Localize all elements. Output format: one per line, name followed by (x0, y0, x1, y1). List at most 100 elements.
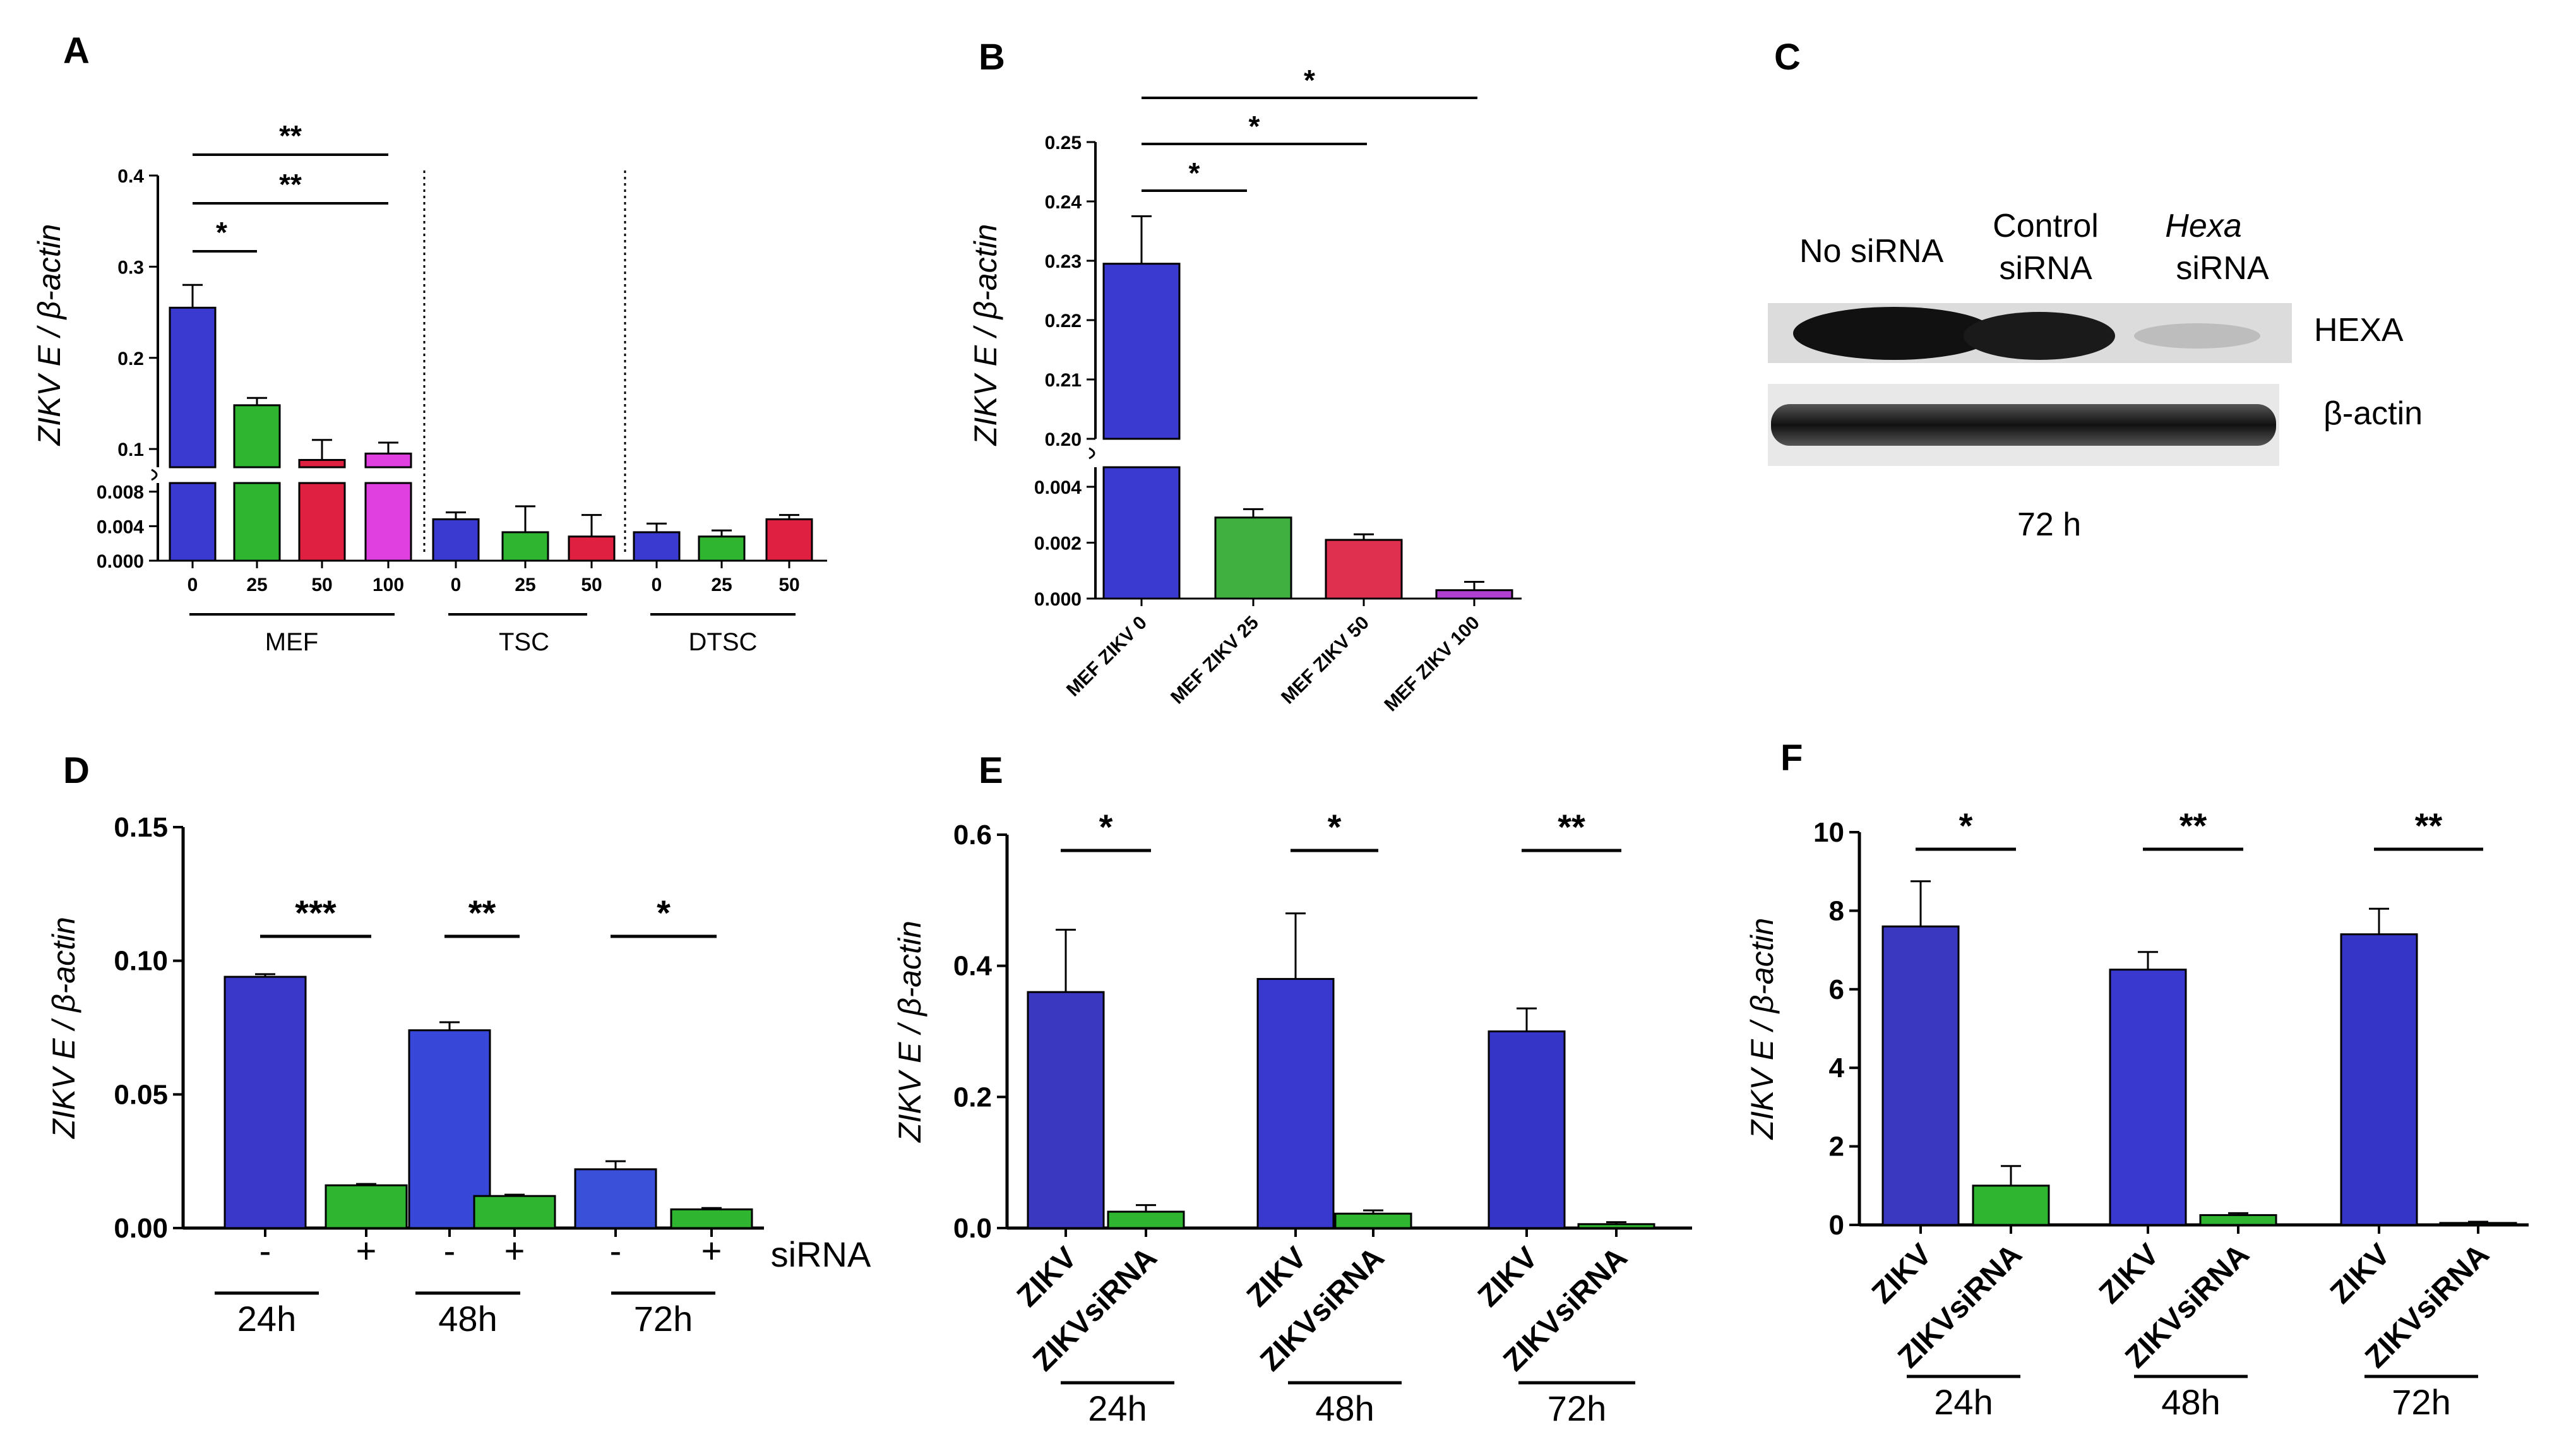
x-tick-label: 50 (581, 575, 602, 595)
bar (1334, 1212, 1412, 1229)
y-tick-label: 0.05 (114, 1079, 168, 1110)
x-tick-label: ZIKV (1241, 1241, 1313, 1313)
bar (1214, 516, 1292, 600)
y-tick-label: 0.2 (117, 349, 144, 369)
x-tick-label: 25 (246, 575, 267, 595)
bar (1325, 539, 1403, 600)
bar (325, 1184, 408, 1229)
panel-label-f: F (1780, 737, 1803, 779)
x-tick-label: - (444, 1231, 456, 1270)
group-label: 48h (2161, 1382, 2220, 1422)
significance-label: * (1099, 807, 1113, 847)
x-tick-label: 50 (778, 575, 799, 595)
significance-label: * (1249, 110, 1260, 143)
bar (1256, 977, 1335, 1229)
bar-lower (298, 482, 346, 562)
hexa-band-no-sirna (1793, 307, 1995, 360)
x-tick-label: 0 (188, 575, 198, 595)
bar (1881, 925, 1960, 1226)
significance-label: ** (2415, 806, 2443, 845)
bar-upper (169, 306, 217, 468)
blot-band-label-hexa: HEXA (2314, 312, 2404, 349)
y-tick-label: 10 (1813, 817, 1844, 848)
bar (2109, 969, 2187, 1226)
bar (1488, 1030, 1566, 1229)
bar (224, 976, 307, 1229)
bar-lower (1102, 466, 1181, 600)
significance-label: ** (2179, 806, 2207, 845)
x-tick-label: MEF ZIKV 100 (1380, 612, 1484, 716)
y-tick-label: 0.1 (117, 439, 144, 460)
y-tick-label: 0.22 (1045, 311, 1082, 331)
chart-b: 0.20 0.21 0.22 0.23 0.24 0.25 0.000 0.002 0.004 Z… (968, 64, 1522, 715)
significance-label: *** (295, 893, 337, 933)
x-tick-label: ZIKV (2324, 1238, 2397, 1310)
significance-label: ** (279, 119, 302, 152)
y-tick-label: 0.000 (1034, 589, 1082, 610)
panel-label-d: D (63, 750, 90, 791)
bar (1435, 589, 1513, 600)
x-tick-label: 100 (373, 575, 404, 595)
bar (633, 531, 681, 562)
y-tick-label: 0.10 (114, 946, 168, 977)
panel-label-e: E (979, 750, 1003, 791)
group-label: TSC (499, 628, 549, 656)
y-tick-label: 0.3 (117, 257, 144, 278)
chart-a: 0.1 0.2 0.3 0.4 0.000 0.004 0.008 ZIKV E / β-ac… (32, 119, 827, 656)
y-tick-label: 0.002 (1034, 533, 1082, 554)
y-tick-label: 0.21 (1045, 370, 1082, 391)
bar-upper (1102, 263, 1181, 440)
group-label: 72h (634, 1299, 693, 1339)
significance-label: * (1304, 64, 1315, 97)
actin-band (1771, 404, 2276, 446)
y-tick-label: 0.00 (114, 1213, 168, 1244)
y-tick-label: 0 (1829, 1210, 1844, 1241)
blot-lane-hexa-line2: siRNA (2176, 250, 2269, 287)
y-tick-label: 4 (1829, 1053, 1845, 1083)
significance-label: * (1959, 806, 1973, 845)
x-tick-label: - (610, 1231, 622, 1270)
y-axis-title: ZIKV E / β-actin (892, 921, 927, 1143)
y-axis-title: ZIKV E / β-actin (968, 224, 1003, 446)
blot-lane-hexa-line1: Hexa (2165, 208, 2241, 244)
bar (698, 535, 746, 562)
bar-lower (364, 482, 412, 562)
bar (501, 531, 549, 562)
group-label: 24h (1934, 1382, 1993, 1422)
bar (473, 1195, 556, 1229)
x-tick-label: 50 (311, 575, 332, 595)
panel-label-c: C (1774, 37, 1801, 78)
significance-label: * (657, 893, 671, 933)
x-tick-label: MEF ZIKV 25 (1167, 612, 1263, 708)
blot-time-label: 72 h (2017, 506, 2081, 543)
x-tick-label: - (259, 1231, 271, 1270)
y-tick-label: 0.4 (117, 166, 144, 187)
bar (568, 535, 616, 562)
x-tick-label: MEF ZIKV 50 (1277, 612, 1373, 708)
bar (1027, 991, 1105, 1229)
blot-lane-no-sirna: No siRNA (1799, 233, 1944, 270)
x-tick-label: 25 (711, 575, 732, 595)
group-label: 24h (1088, 1388, 1147, 1428)
hexa-band-control (1964, 312, 2115, 360)
blot-lane-control-line1: Control (1993, 208, 2099, 244)
bar (2439, 1222, 2517, 1226)
y-tick-label: 0.2 (953, 1082, 992, 1113)
group-label: 72h (2392, 1382, 2450, 1422)
y-tick-label: 0.008 (97, 482, 144, 503)
bar (1577, 1223, 1655, 1229)
group-label: 48h (1315, 1388, 1374, 1428)
significance-label: * (1328, 807, 1342, 847)
bar (1972, 1184, 2050, 1226)
x-tick-label: 25 (515, 575, 535, 595)
bar-lower (169, 482, 217, 562)
bar (432, 518, 480, 562)
bar (765, 518, 813, 562)
group-label: 48h (438, 1299, 497, 1339)
group-label: MEF (265, 628, 318, 656)
hexa-band-hexa-sirna (2134, 323, 2260, 349)
